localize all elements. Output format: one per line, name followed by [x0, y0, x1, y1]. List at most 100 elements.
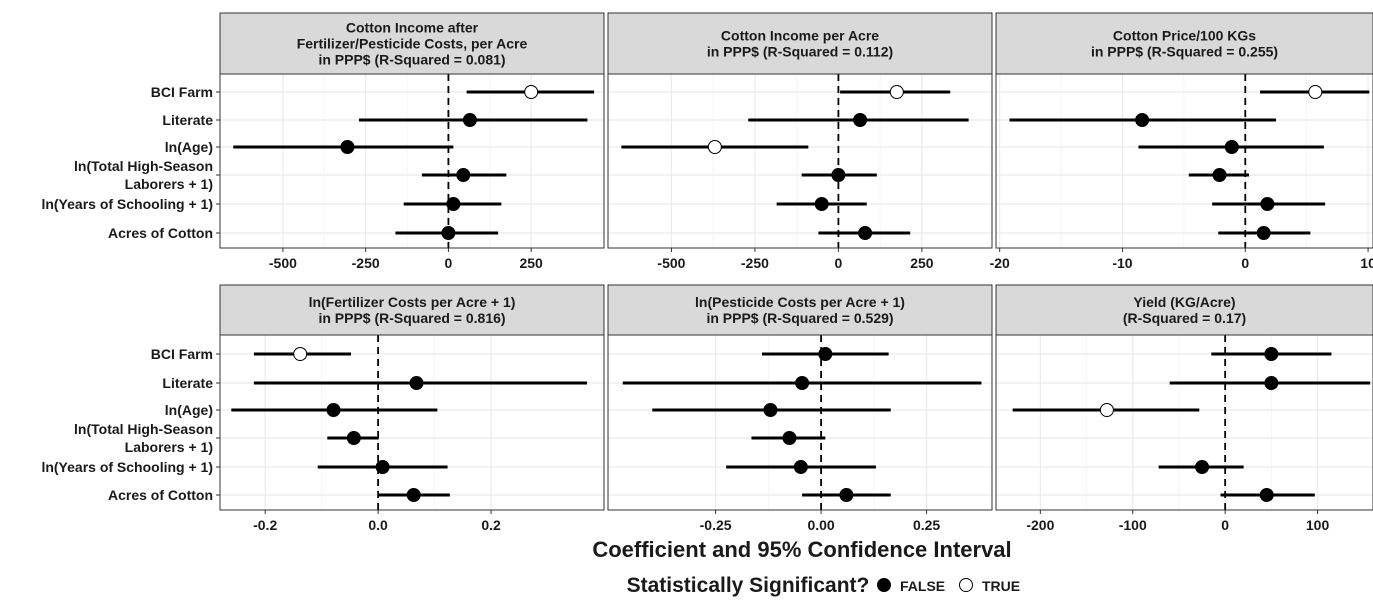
- x-tick-label: 100: [1306, 517, 1330, 533]
- x-tick-label: 250: [910, 255, 934, 271]
- facet-panel-1: Cotton Income after Fertilizer/Pesticide …: [41, 12, 605, 271]
- y-category-label: ln(Age): [165, 139, 213, 155]
- y-category-label: ln(Years of Schooling + 1): [41, 196, 213, 212]
- y-category-label: BCI Farm: [151, 84, 213, 100]
- facet-title-line: in PPP$ (R-Squared = 0.112): [707, 44, 893, 60]
- legend-label-true: TRUE: [982, 578, 1020, 594]
- y-category-label: Literate: [162, 112, 213, 128]
- x-tick-label: -250: [741, 255, 769, 271]
- y-category-label: ln(Total High-Season Laborers + 1): [74, 421, 213, 455]
- x-tick-label: -20: [990, 255, 1010, 271]
- coefficient-point: [831, 168, 846, 182]
- panel-border: [995, 73, 1373, 249]
- x-tick-label: 0: [1241, 255, 1249, 271]
- facet-title-line: Cotton Income after: [346, 20, 479, 36]
- x-tick-label: 0: [1221, 517, 1229, 533]
- x-tick-label: 250: [519, 255, 543, 271]
- panel-border: [219, 73, 605, 249]
- panel-border: [995, 334, 1373, 511]
- coefficient-point: [1099, 403, 1114, 417]
- facet-title-line: in PPP$ (R-Squared = 0.081): [318, 52, 505, 68]
- facet-title-line: (R-Squared = 0.17): [1123, 310, 1246, 326]
- x-tick-label: -0.25: [700, 517, 732, 533]
- coefficient-point: [293, 347, 308, 361]
- panel-border: [607, 334, 993, 511]
- coefficient-point: [375, 460, 390, 474]
- facet-panel-6: Yield (KG/Acre) (R-Squared = 0.17) -200 -10…: [995, 284, 1373, 533]
- facet-title-line: Fertilizer/Pesticide Costs, per Acre: [297, 36, 528, 52]
- coefficient-point: [1135, 113, 1150, 127]
- panel-border: [219, 334, 605, 511]
- coefficient-point: [1308, 85, 1323, 99]
- facet-title-line: in PPP$ (R-Squared = 0.816): [318, 310, 505, 326]
- coefficient-point: [707, 140, 722, 154]
- facet-title-line: Cotton Income per Acre: [721, 28, 879, 44]
- coefficient-point: [814, 197, 829, 211]
- x-tick-label: 10: [1360, 255, 1373, 271]
- coefficient-point: [346, 431, 361, 445]
- legend-key-true: [959, 578, 973, 592]
- facet-panel-4: ln(Fertilizer Costs per Acre + 1) in PPP$…: [41, 284, 605, 533]
- coefficient-point: [409, 376, 424, 390]
- y-category-label: BCI Farm: [151, 346, 213, 362]
- facet-strip: [607, 12, 993, 75]
- coefficient-point: [456, 168, 471, 182]
- panel-background: [608, 74, 992, 248]
- y-category-label-line: ln(Total High-Season: [74, 421, 213, 437]
- coefficient-point: [782, 431, 797, 445]
- facet-title-line: in PPP$ (R-Squared = 0.255): [1091, 44, 1278, 60]
- panel-background: [220, 335, 604, 510]
- coefficient-point: [1259, 488, 1274, 502]
- facet-title-line: ln(Fertilizer Costs per Acre + 1): [309, 294, 516, 310]
- coefficient-point: [1260, 197, 1275, 211]
- coefficient-point: [406, 488, 421, 502]
- facet-title-line: in PPP$ (R-Squared = 0.529): [706, 310, 893, 326]
- x-tick-label: 0.25: [913, 517, 940, 533]
- coefficient-point: [326, 403, 341, 417]
- coefficient-point: [340, 140, 355, 154]
- y-category-label-line: ln(Total High-Season: [74, 158, 213, 174]
- coefficient-point: [441, 226, 456, 240]
- coefficient-point: [1264, 376, 1279, 390]
- panel-background: [996, 74, 1373, 248]
- legend-key-false: [877, 578, 891, 592]
- facet-panel-2: Cotton Income per Acre in PPP$ (R-Squared…: [607, 12, 993, 271]
- y-category-label: Acres of Cotton: [108, 487, 213, 503]
- coefficient-point: [1224, 140, 1239, 154]
- x-tick-label: 0: [835, 255, 843, 271]
- panel-background: [996, 335, 1373, 510]
- y-category-label: ln(Total High-Season Laborers + 1): [74, 158, 213, 192]
- coefficient-point: [1264, 347, 1279, 361]
- facet-title: Yield (KG/Acre) (R-Squared = 0.17): [1123, 294, 1246, 326]
- facet-strip: [219, 12, 605, 75]
- legend-title: Statistically Significant?: [627, 574, 870, 597]
- coefficient-point: [462, 113, 477, 127]
- x-tick-label: -500: [269, 255, 297, 271]
- coefficient-point: [889, 85, 904, 99]
- facet-title-line: ln(Pesticide Costs per Acre + 1): [695, 294, 905, 310]
- x-tick-label: -100: [1119, 517, 1147, 533]
- x-tick-label: -250: [352, 255, 380, 271]
- coefficient-point: [818, 347, 833, 361]
- x-tick-label: 0.00: [807, 517, 834, 533]
- coefficient-point: [446, 197, 461, 211]
- coefficient-point: [858, 226, 873, 240]
- facet-title: ln(Pesticide Costs per Acre + 1) in PPP$ …: [695, 294, 905, 326]
- panel-border: [607, 73, 993, 249]
- coefficient-point: [853, 113, 868, 127]
- facet-title: Cotton Income per Acre in PPP$ (R-Squared…: [707, 28, 893, 60]
- facet-strip: [219, 284, 605, 336]
- x-tick-label: 0.2: [481, 517, 501, 533]
- x-tick-label: -10: [1112, 255, 1132, 271]
- y-category-label-line: Laborers + 1): [125, 176, 213, 192]
- y-category-label: Literate: [162, 375, 213, 391]
- facet-title-line: Cotton Price/100 KGs: [1113, 28, 1256, 44]
- coefficient-point: [763, 403, 778, 417]
- x-tick-label: 0: [445, 255, 453, 271]
- legend: Statistically Significant? FALSE TRUE: [627, 574, 1020, 597]
- facet-panel-3: Cotton Price/100 KGs in PPP$ (R-Squared =…: [990, 12, 1373, 271]
- coefficient-point: [1256, 226, 1271, 240]
- facet-title-line: Yield (KG/Acre): [1133, 294, 1235, 310]
- coefficient-point: [839, 488, 854, 502]
